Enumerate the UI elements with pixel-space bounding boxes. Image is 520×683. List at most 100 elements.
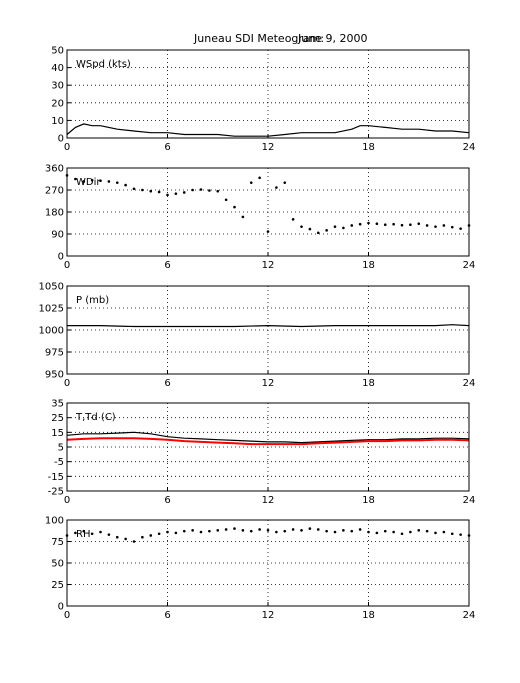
- x-tick-label: 6: [164, 610, 170, 621]
- data-point: [375, 531, 379, 535]
- figure-title: Juneau SDI Meteogram:: [193, 32, 324, 45]
- panel-label: P (mb): [76, 295, 109, 306]
- data-point: [249, 181, 253, 184]
- panel-3: 0 6 12 18 24 950 975 1000 1025 1050 P (mb): [39, 282, 476, 390]
- data-point: [132, 540, 136, 543]
- data-point: [308, 527, 312, 530]
- y-tick-label: 100: [45, 516, 64, 527]
- data-point: [342, 226, 345, 230]
- data-point: [400, 223, 404, 227]
- x-tick-label: 6: [164, 142, 170, 153]
- x-tick-label: 12: [262, 610, 275, 621]
- series-line-2: [66, 437, 470, 446]
- data-point: [107, 180, 111, 183]
- x-tick-label: 0: [64, 378, 70, 389]
- data-point: [241, 529, 245, 532]
- data-point: [224, 528, 228, 531]
- x-tick-label: 6: [164, 378, 170, 389]
- data-point: [115, 535, 119, 539]
- panel-label: WSpd (kts): [76, 59, 131, 70]
- data-point: [74, 177, 77, 181]
- data-point: [300, 529, 303, 532]
- x-tick-label: 24: [463, 260, 476, 271]
- data-point: [149, 534, 153, 537]
- data-point: [74, 531, 77, 535]
- data-point: [383, 529, 387, 533]
- data-point: [99, 179, 102, 183]
- data-point: [166, 530, 169, 534]
- panel-2: 0 6 12 18 24 0 90 180 270 360 WDir: [45, 164, 475, 272]
- y-tick-label: 360: [45, 164, 64, 175]
- y-tick-label: 25: [51, 580, 64, 591]
- panel-label: RH: [76, 529, 90, 540]
- x-tick-label: 18: [362, 378, 375, 389]
- x-tick-label: 0: [64, 495, 70, 506]
- y-tick-label: 975: [45, 348, 64, 359]
- x-tick-label: 6: [164, 260, 170, 271]
- data-point: [82, 180, 86, 183]
- data-point: [400, 532, 404, 536]
- y-tick-label: 5: [58, 443, 64, 454]
- data-point: [442, 224, 446, 227]
- data-point: [275, 186, 278, 189]
- x-tick-label: 0: [64, 142, 70, 153]
- data-point: [409, 223, 412, 227]
- x-tick-label: 24: [463, 378, 476, 389]
- data-point: [132, 187, 136, 191]
- data-point: [367, 221, 370, 225]
- data-point: [115, 181, 119, 184]
- y-tick-label: -15: [48, 472, 64, 483]
- data-point: [409, 530, 412, 534]
- data-point: [182, 529, 186, 533]
- y-tick-label: -25: [48, 487, 64, 498]
- data-point: [141, 535, 144, 539]
- data-point: [90, 532, 94, 536]
- data-point: [182, 191, 186, 194]
- series-line-1: [66, 431, 470, 444]
- data-point: [124, 537, 127, 541]
- data-point: [325, 229, 328, 232]
- data-point: [99, 530, 102, 534]
- x-tick-label: 18: [362, 142, 375, 153]
- series-line-1: [66, 123, 470, 137]
- data-point: [82, 529, 86, 533]
- data-point: [459, 533, 462, 536]
- data-point: [434, 225, 437, 228]
- data-point: [216, 189, 220, 193]
- data-point: [216, 529, 220, 532]
- x-tick-label: 18: [362, 610, 375, 621]
- panel-4: 0 6 12 18 24 -25 -15 -5 5 15 25 35 T,Td (C): [48, 399, 476, 507]
- data-point: [367, 530, 370, 534]
- x-tick-label: 6: [164, 495, 170, 506]
- x-tick-label: 0: [64, 260, 70, 271]
- data-point: [208, 529, 211, 533]
- data-point: [425, 224, 429, 227]
- data-point: [157, 532, 161, 536]
- x-tick-label: 12: [262, 260, 275, 271]
- data-point: [283, 181, 287, 184]
- x-tick-label: 12: [262, 378, 275, 389]
- data-point: [107, 533, 111, 536]
- data-point: [149, 189, 153, 193]
- data-point: [350, 224, 354, 227]
- y-tick-label: 35: [51, 399, 64, 410]
- data-point: [266, 230, 270, 233]
- data-point: [266, 529, 270, 532]
- data-point: [90, 178, 94, 182]
- x-tick-label: 0: [64, 610, 70, 621]
- data-point: [350, 529, 354, 533]
- data-point: [291, 218, 295, 221]
- y-tick-label: 10: [51, 116, 64, 127]
- data-point: [275, 530, 278, 534]
- data-point: [392, 222, 395, 226]
- data-point: [300, 225, 303, 228]
- data-point: [174, 192, 178, 195]
- data-point: [224, 198, 228, 202]
- y-tick-label: 50: [51, 559, 64, 570]
- data-point: [233, 527, 236, 530]
- x-tick-label: 18: [362, 260, 375, 271]
- y-tick-label: 1000: [39, 326, 64, 337]
- data-point: [199, 188, 203, 191]
- y-tick-label: 1025: [39, 304, 64, 315]
